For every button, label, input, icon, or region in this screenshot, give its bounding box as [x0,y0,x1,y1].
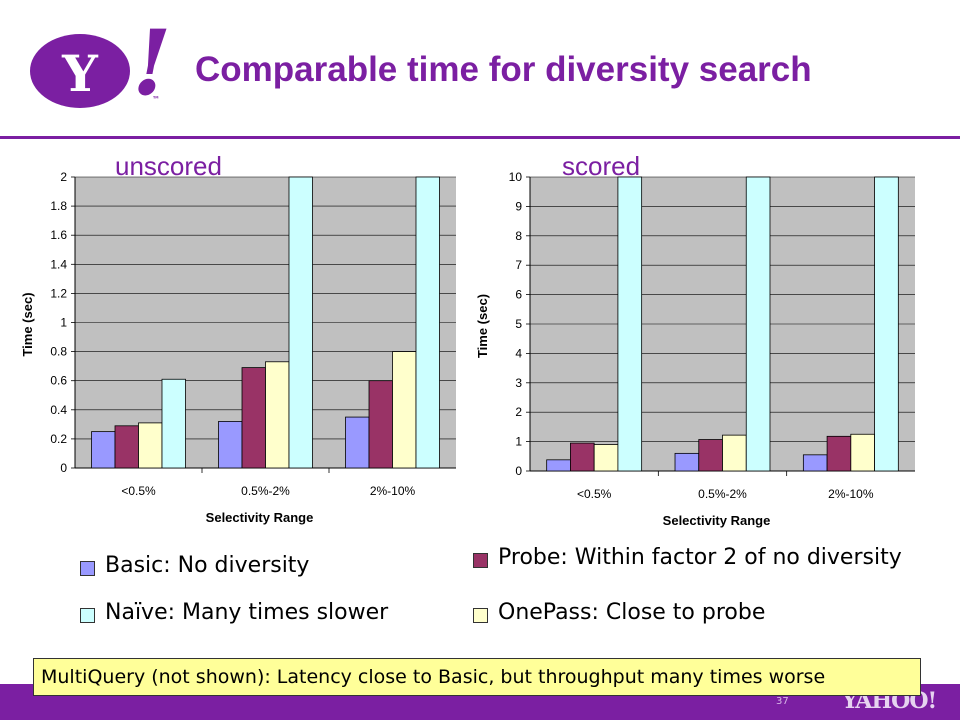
bar-onepass [265,361,290,469]
bar-naïve [745,176,771,472]
bar-onepass [392,351,417,469]
legend-swatch-onepass [473,608,488,623]
y-axis-title: Time (sec) [475,294,490,358]
y-tick-label: 2 [515,405,522,419]
logo-letter: Y [62,44,98,103]
chart-scored: 0 1 2 3 4 5 6 7 8 9 10 <0.5% 0.5%-2% 2%-10% Selectivit… [475,170,915,528]
x-tick-label: 2%-10% [370,484,416,498]
x-tick-label: 0.5%-2% [698,487,747,501]
y-tick-label: 0.2 [50,432,67,446]
bar-probe [698,439,723,472]
bar-onepass [593,444,619,472]
y-tick-label: 1 [60,316,67,330]
bar-basic [218,421,243,469]
y-tick-label: 7 [515,258,522,272]
legend-label-onepass: OnePass: Close to probe [498,600,766,625]
bar-basic [546,459,571,472]
y-tick-label: 3 [515,376,522,390]
x-tick-label: 2%-10% [828,487,874,501]
bar-naïve [415,176,440,469]
y-tick-label: 0 [60,461,67,475]
multiquery-callout: MultiQuery (not shown): Latency close to… [33,658,921,696]
bar-probe [241,367,266,469]
title-divider [0,136,960,139]
bar-basic [802,454,828,472]
bar-probe [368,380,393,469]
bar-basic [91,431,116,469]
bar-naïve [288,176,313,469]
y-tick-label: 4 [515,346,522,360]
y-tick-label: 6 [515,288,522,302]
legend-label-basic: Basic: No diversity [105,553,310,578]
y-tick-label: 9 [515,199,522,213]
y-tick-label: 1.8 [50,199,67,213]
y-tick-label: 0.4 [50,403,67,417]
bar-probe [826,435,852,472]
yahoo-logo: Y [30,34,130,108]
bar-naïve [161,378,186,469]
y-tick-label: 1.6 [50,228,67,242]
logo-exclamation: ! [132,10,172,116]
legend-label-naive: Naïve: Many times slower [105,600,389,625]
bar-probe [570,442,595,472]
chart-label-unscored: unscored [115,151,222,181]
y-tick-label: 10 [509,170,523,184]
legend-swatch-naive [80,608,95,623]
bar-onepass [850,433,875,472]
logo-trademark: ™ [152,95,160,104]
page-number: 37 [776,696,789,707]
bar-naïve [874,176,899,472]
x-axis-title: Selectivity Range [663,513,771,528]
y-tick-label: 0.6 [50,374,67,388]
bar-basic [674,452,700,472]
y-tick-label: 1.4 [50,257,67,271]
x-tick-label: <0.5% [121,484,156,498]
legend-label-probe: Probe: Within factor 2 of no diversity [498,545,902,570]
y-tick-label: 0.8 [50,345,67,359]
y-tick-label: 1 [515,435,522,449]
x-tick-label: <0.5% [577,487,612,501]
y-tick-label: 8 [515,229,522,243]
legend-swatch-basic [80,561,95,576]
y-tick-label: 1.2 [50,286,67,300]
bar-onepass [722,434,747,472]
y-tick-label: 2 [60,170,67,184]
bar-naïve [617,176,643,472]
bar-onepass [138,422,163,469]
legend-swatch-probe [473,553,488,568]
chart-label-scored: scored [562,151,641,181]
bar-basic [345,416,370,469]
y-axis-title: Time (sec) [20,292,35,356]
bar-probe [114,425,139,469]
chart-unscored: 0 0.2 0.4 0.6 0.8 1 1.2 1.4 1.6 1.8 2 <0.5% 0.5%-2% 2… [20,170,456,525]
y-tick-label: 0 [515,464,522,478]
x-axis-title: Selectivity Range [206,510,314,525]
y-tick-label: 5 [515,317,522,331]
slide-title: Comparable time for diversity search [195,50,812,89]
x-tick-label: 0.5%-2% [241,484,290,498]
